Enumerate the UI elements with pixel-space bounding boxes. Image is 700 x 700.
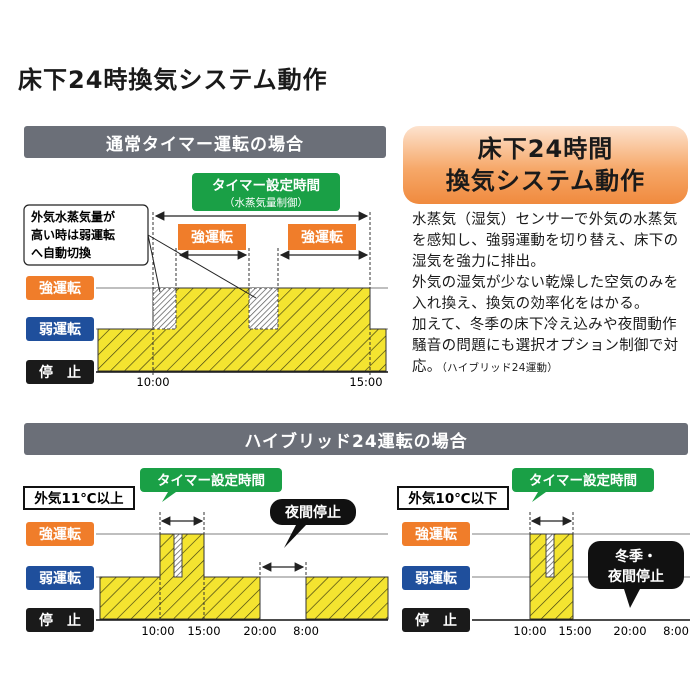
left-badge-weak: [26, 566, 94, 590]
strong-label-left-box: [178, 224, 246, 250]
right-time-10-00: 10:00: [513, 624, 546, 638]
condition-left: 外気11℃以上: [34, 490, 124, 507]
right-timer-label-box: [512, 468, 654, 492]
right-timer-pointer: [532, 492, 546, 502]
description: 水蒸気（湿気）センサーで外気の水蒸気を感知し、強弱運動を切り替え、床下の湿気を強…: [412, 210, 690, 379]
night-stop-pointer: [284, 525, 306, 548]
page-title: 床下24時換気システム動作: [18, 66, 328, 94]
section-header-hybrid: ハイブリッド24運転の場合: [24, 423, 688, 455]
strong-label-right: 強運転: [301, 229, 343, 246]
right-time-20-00: 20:00: [613, 624, 646, 638]
left-timer-pointer: [162, 492, 176, 502]
left-timer-label-box: [140, 468, 282, 492]
badge-stop-label: 停 止: [39, 364, 81, 381]
right-badge-strong-label: 強運転: [415, 526, 457, 543]
left-badge-stop: [26, 608, 94, 632]
right-badge-stop: [402, 608, 470, 632]
badge-weak: [26, 317, 94, 341]
left-badge-weak-label: 弱運転: [39, 570, 81, 587]
description-para3: 加えて、冬季の床下冷え込みや夜間動作騒音の問題にも選択オプション制御で対応。（ハ…: [412, 315, 690, 379]
callout-pointer-2: [147, 234, 257, 299]
auto-switch-zone-2: [248, 287, 279, 330]
timer-label-box: [192, 173, 340, 211]
description-para2: 外気の湿気が少ない乾燥した空気のみを入れ換え、換気の効率化をはかる。: [412, 275, 679, 312]
timer-level-badges: 強運転 弱運転 停 止: [26, 276, 94, 384]
system-title-line2: 換気システム動作: [445, 167, 646, 195]
left-timer-label: タイマー設定時間: [157, 472, 265, 489]
auto-switch-zone-1: [152, 287, 177, 330]
callout-line3: へ自動切換: [31, 245, 92, 260]
winter-night-stop-line1: 冬季・: [615, 548, 657, 565]
right-timer-label: タイマー設定時間: [529, 472, 637, 489]
right-time-8-00: 8:00: [663, 624, 689, 638]
night-stop-label-box: [270, 499, 356, 525]
timer-sublabel: （水蒸気量制御）: [224, 196, 308, 209]
strong-label-right-box: [288, 224, 356, 250]
timer-label: タイマー設定時間: [212, 177, 320, 194]
operation-area: [97, 287, 387, 372]
left-operation-area-morning: [305, 576, 389, 620]
night-stop-label: 夜間停止: [284, 504, 341, 521]
right-badge-weak: [402, 566, 470, 590]
left-time-15-00: 15:00: [187, 624, 220, 638]
right-auto-switch-zone: [545, 533, 555, 578]
left-time-10-00: 10:00: [141, 624, 174, 638]
right-badge-stop-label: 停 止: [415, 612, 457, 629]
right-badge-strong: [402, 522, 470, 546]
badge-strong: [26, 276, 94, 300]
right-time-15-00: 15:00: [558, 624, 591, 638]
winter-night-stop-box: [588, 541, 684, 589]
system-title-box: 床下24時間 換気システム動作: [403, 126, 688, 204]
right-badge-weak-label: 弱運転: [415, 570, 457, 587]
condition-right-box: [397, 486, 509, 510]
left-time-20-00: 20:00: [243, 624, 276, 638]
description-note: （ハイブリッド24運動）: [441, 362, 559, 374]
winter-night-stop-line2: 夜間停止: [607, 568, 664, 585]
callout-line2: 高い時は弱運転: [31, 227, 115, 242]
callout-pointer-1: [147, 234, 161, 293]
time-10-00: 10:00: [136, 375, 169, 389]
left-auto-switch-zone: [173, 533, 183, 578]
left-badge-strong: [26, 522, 94, 546]
badge-stop: [26, 360, 94, 384]
system-title-line1: 床下24時間: [477, 135, 614, 163]
condition-right: 外気10℃以下: [408, 490, 498, 507]
left-badge-strong-label: 強運転: [39, 526, 81, 543]
description-para1: 水蒸気（湿気）センサーで外気の水蒸気を感知し、強弱運動を切り替え、床下の湿気を強…: [412, 212, 679, 270]
badge-weak-label: 弱運転: [39, 321, 81, 338]
callout-line1: 外気水蒸気量が: [31, 209, 115, 224]
section-header-timer: 通常タイマー運転の場合: [24, 126, 386, 158]
left-time-8-00: 8:00: [293, 624, 319, 638]
strong-label-left: 強運転: [191, 229, 233, 246]
left-badge-stop-label: 停 止: [39, 612, 81, 629]
time-15-00: 15:00: [349, 375, 382, 389]
description-para3-text: 加えて、冬季の床下冷え込みや夜間動作騒音の問題にも選択オプション制御で対応。: [412, 317, 679, 375]
winter-night-stop-pointer: [624, 589, 640, 608]
condition-left-box: [23, 486, 135, 510]
badge-strong-label: 強運転: [39, 280, 81, 297]
